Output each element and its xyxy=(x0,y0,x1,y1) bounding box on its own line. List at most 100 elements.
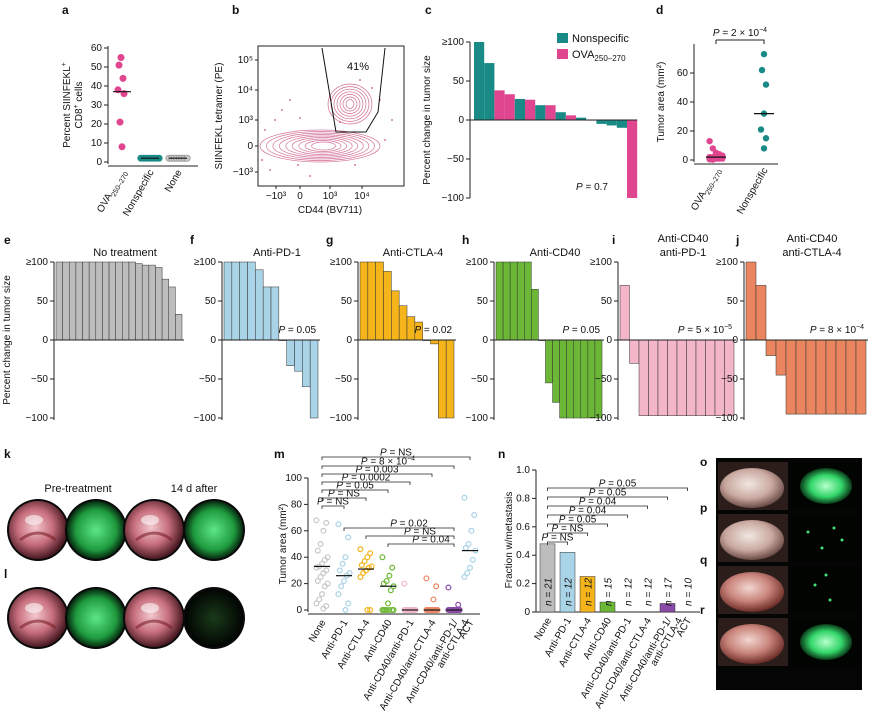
d-point xyxy=(709,156,716,163)
e-bar xyxy=(102,261,110,341)
i-bar xyxy=(676,339,687,416)
m-point xyxy=(367,550,374,557)
lung-photo xyxy=(720,624,784,664)
e-ylabel: Percent change in tumor size xyxy=(2,275,13,405)
j-bar xyxy=(805,339,817,415)
j-bar xyxy=(745,261,757,341)
m-comparison-bracket xyxy=(321,465,455,469)
m-point xyxy=(383,606,390,613)
d-point xyxy=(760,145,768,152)
b-xlabel: CD44 (BV711) xyxy=(298,205,362,216)
h-bar xyxy=(566,339,574,419)
n-bar xyxy=(599,601,616,613)
j-bar xyxy=(775,339,787,376)
m-point xyxy=(386,572,393,579)
e-bar xyxy=(168,286,176,341)
b-contour xyxy=(339,94,361,114)
f-ytick-label: 50 xyxy=(205,296,217,307)
f-bar xyxy=(255,269,264,341)
b-contour xyxy=(342,96,358,112)
d-ylabel: Tumor area (mm²) xyxy=(656,62,667,143)
c-ylabel: Percent change in tumor size xyxy=(422,55,433,185)
b-event-dot xyxy=(281,109,283,111)
g-ytick-label: 50 xyxy=(341,296,353,307)
m-point xyxy=(390,606,397,613)
a-point xyxy=(115,61,123,69)
n-p-value: P = NS xyxy=(552,524,584,535)
a-ytick-label: 50 xyxy=(91,62,103,73)
f-ytick-label: −50 xyxy=(199,374,216,385)
a-ylabel: Percent SIINFEKL+ xyxy=(61,62,73,148)
m-point xyxy=(341,577,348,584)
b-ylabel: SIINFEKL tetramer (PE) xyxy=(214,63,225,170)
panel-label-j: j xyxy=(735,233,739,247)
h-bar xyxy=(545,339,553,384)
b-plot-frame xyxy=(257,45,405,187)
c-ytick-label: −50 xyxy=(447,154,464,165)
panel-label-o: o xyxy=(700,455,707,469)
a-point xyxy=(119,74,127,82)
d-point xyxy=(706,137,713,145)
n-count-label: n = 15 xyxy=(604,577,615,606)
m-point xyxy=(467,564,474,571)
panel-label-f: f xyxy=(190,233,195,247)
m-point xyxy=(321,583,328,590)
d-point xyxy=(762,81,770,88)
g-bar xyxy=(375,261,384,341)
m-point xyxy=(389,564,396,571)
b-event-dot xyxy=(274,119,276,121)
e-bar xyxy=(115,261,123,341)
fluorescence-image xyxy=(792,566,860,614)
n-count-label: n = 21 xyxy=(544,578,555,606)
g-ytick-label: ≥100 xyxy=(330,257,353,268)
m-point xyxy=(320,527,327,534)
f-p-value: P = 0.05 xyxy=(278,325,316,336)
j-bar xyxy=(815,339,827,415)
a-ytick-label: 10 xyxy=(91,138,103,149)
f-bar xyxy=(223,261,233,341)
m-point xyxy=(364,606,371,613)
j-bar xyxy=(795,339,807,415)
k-endoscopy-image xyxy=(9,501,67,559)
c-bar xyxy=(616,120,627,128)
n-p-value: P = 0.05 xyxy=(589,488,627,499)
b-ytick-label: 10⁴ xyxy=(238,85,253,96)
i-ytick-label: 50 xyxy=(601,296,613,307)
b-contour xyxy=(278,134,364,158)
e-bar xyxy=(108,261,116,341)
c-bar xyxy=(474,42,485,120)
b-ytick-label: −10³ xyxy=(233,167,254,178)
n-p-value: P = 0.04 xyxy=(569,506,607,517)
m-point xyxy=(379,554,386,561)
c-bar xyxy=(484,63,495,120)
lumen-shadow xyxy=(19,619,57,630)
d-ytick-label: 20 xyxy=(677,126,689,137)
d-point xyxy=(758,66,766,74)
f-bar xyxy=(294,339,303,372)
lumen-shadow xyxy=(135,619,173,630)
l-endoscopy-image xyxy=(67,589,125,647)
j-bar xyxy=(825,339,837,415)
g-ytick-label: −50 xyxy=(335,374,352,385)
n-ytick-label: 0.2 xyxy=(516,579,530,590)
a-ytick-label: 0 xyxy=(96,157,102,168)
d-point xyxy=(757,126,765,133)
n-comparison-bracket xyxy=(547,496,668,500)
k-endoscopy-image xyxy=(125,501,183,559)
b-event-dot xyxy=(299,117,301,119)
f-bar xyxy=(309,339,319,419)
b-ytick-label: 10³ xyxy=(239,115,254,126)
n-p-value: P = 0.05 xyxy=(559,515,597,526)
m-point xyxy=(317,540,324,547)
e-bar xyxy=(148,264,156,341)
e-bar xyxy=(135,263,143,341)
e-bar xyxy=(161,278,169,341)
m-p-value: P = 0.003 xyxy=(355,465,399,476)
m-ytick-label: 40 xyxy=(291,552,303,563)
m-point xyxy=(320,570,327,577)
b-contour xyxy=(327,83,373,125)
i-bar xyxy=(686,339,697,416)
b-event-dot xyxy=(264,129,266,131)
h-bar xyxy=(580,339,589,419)
fluorescence-signal xyxy=(800,624,852,660)
